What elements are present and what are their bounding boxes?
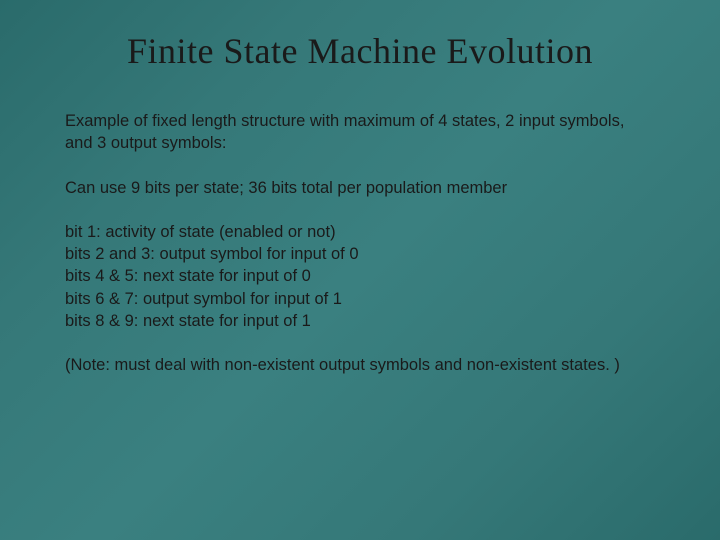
slide-body: Example of fixed length structure with m… [65,110,655,376]
bit-definitions: bit 1: activity of state (enabled or not… [65,221,655,332]
paragraph-bits-total: Can use 9 bits per state; 36 bits total … [65,177,655,199]
paragraph-note: (Note: must deal with non-existent outpu… [65,354,655,376]
bit-line: bits 4 & 5: next state for input of 0 [65,265,655,287]
bit-line: bit 1: activity of state (enabled or not… [65,221,655,243]
bit-line: bits 2 and 3: output symbol for input of… [65,243,655,265]
slide-title: Finite State Machine Evolution [65,30,655,72]
slide: Finite State Machine Evolution Example o… [0,0,720,540]
bit-line: bits 6 & 7: output symbol for input of 1 [65,288,655,310]
bit-line: bits 8 & 9: next state for input of 1 [65,310,655,332]
paragraph-intro: Example of fixed length structure with m… [65,110,655,155]
